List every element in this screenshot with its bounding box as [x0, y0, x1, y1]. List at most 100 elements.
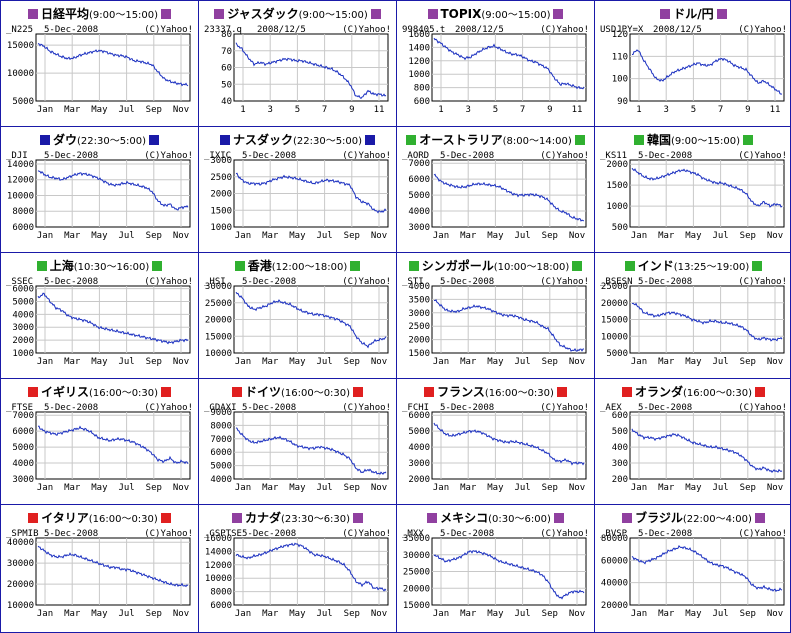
x-tick-label: Nov — [173, 231, 189, 241]
panel-title[interactable]: ドイツ(16:00～0:30) — [199, 384, 396, 400]
x-tick-label: Mar — [658, 357, 675, 367]
x-tick-label: Mar — [262, 609, 279, 619]
y-tick-label: 25000 — [403, 568, 430, 578]
x-tick-label: Jul — [118, 483, 134, 493]
x-tick-label: Jan — [433, 609, 449, 619]
y-tick-label: 40000 — [601, 579, 628, 589]
index-panel-gdaxi[interactable]: ドイツ(16:00～0:30) _GDAXI 5-Dec-2008 (C)Yahoo!… — [199, 379, 396, 505]
x-tick-label: Nov — [371, 609, 387, 619]
x-tick-label: Sep — [542, 231, 558, 241]
square-icon — [27, 387, 38, 397]
y-tick-label: 4000 — [210, 475, 232, 485]
x-tick-label: 1 — [240, 105, 245, 115]
index-name: 韓国 — [646, 133, 671, 147]
index-panel-aex[interactable]: オランダ(16:00～0:30) _AEX 5-Dec-2008 (C)Yahoo! 6… — [595, 379, 791, 505]
square-icon — [234, 261, 245, 271]
panel-title[interactable]: ダウ(22:30～5:00) — [1, 132, 198, 148]
index-panel-kospi[interactable]: 韓国(9:00～15:00) _KS11 5-Dec-2008 (C)Yahoo! 20… — [595, 127, 791, 253]
plot-frame — [431, 159, 587, 228]
index-panel-fchi[interactable]: フランス(16:00～0:30) _FCHI 5-Dec-2008 (C)Yahoo!… — [397, 379, 594, 505]
panel-title[interactable]: 上海(10:30～16:00) — [1, 258, 198, 274]
y-tick-label: 6000 — [12, 427, 34, 437]
index-panel-spmib[interactable]: イタリア(16:00～0:30) _SPMIB 5-Dec-2008 (C)Yahoo… — [1, 505, 198, 631]
x-tick-label: May — [487, 609, 504, 619]
index-panel-dow[interactable]: ダウ(22:30～5:00) _DJI 5-Dec-2008 (C)Yahoo! 140… — [1, 127, 198, 253]
panel-title[interactable]: メキシコ(0:30～6:00) — [397, 510, 594, 526]
index-panel-ftse[interactable]: イギリス(16:00～0:30) _FTSE 5-Dec-2008 (C)Yahoo!… — [1, 379, 198, 505]
y-tick-label: 16000 — [205, 534, 232, 544]
panel-title[interactable]: ブラジル(22:00～4:00) — [595, 510, 791, 526]
index-name: フランス — [437, 385, 485, 399]
panel-title[interactable]: オーストラリア(8:00～14:00) — [397, 132, 594, 148]
square-icon — [39, 135, 50, 145]
square-icon — [621, 387, 632, 397]
index-panel-sti[interactable]: シンガポール(10:00～18:00) _STI 5-Dec-2008 (C)Yaho… — [397, 253, 594, 379]
quote-date: 2008/12/5 — [455, 25, 504, 35]
panel-title[interactable]: イタリア(16:00～0:30) — [1, 510, 198, 526]
line-chart: _SPMIB 5-Dec-2008 (C)Yahoo! 40000 30000 20000… — [6, 529, 193, 619]
panel-title[interactable]: インド(13:25～19:00) — [595, 258, 791, 274]
index-panel-mxx[interactable]: メキシコ(0:30～6:00) _MXX 5-Dec-2008 (C)Yahoo! 35… — [397, 505, 594, 631]
index-panel-ssec[interactable]: 上海(10:30～16:00) _SSEC 5-Dec-2008 (C)Yahoo! 6… — [1, 253, 198, 379]
line-chart: _IXIC 5-Dec-2008 (C)Yahoo! 3000 2500 2000 1500… — [204, 151, 391, 241]
price-series-line — [37, 425, 189, 465]
index-panel-jasdaq[interactable]: ジャスダック(9:00～15:00) 23337.q 2008/12/5 (C)Yah… — [199, 1, 396, 127]
x-tick-label: May — [685, 609, 702, 619]
index-name: ナスダック — [232, 133, 293, 147]
quote-date: 5-Dec-2008 — [44, 151, 98, 161]
y-tick-label: 10000 — [7, 601, 34, 611]
panel-title[interactable]: オランダ(16:00～0:30) — [595, 384, 791, 400]
square-icon — [160, 513, 171, 523]
y-tick-label: 600 — [612, 411, 628, 421]
x-tick-label: May — [289, 231, 306, 241]
x-tick-label: Jan — [235, 231, 251, 241]
panel-title[interactable]: フランス(16:00～0:30) — [397, 384, 594, 400]
index-panel-hsi[interactable]: 香港(12:00～18:00) _HSI 5-Dec-2008 (C)Yahoo! 30… — [199, 253, 396, 379]
panel-title[interactable]: TOPIX(9:00～15:00) — [397, 6, 594, 22]
panel-title[interactable]: ドル/円 — [595, 6, 791, 22]
index-panel-gsptse[interactable]: カナダ(23:30～6:30) _GSPTSE 5-Dec-2008 (C)Yahoo… — [199, 505, 396, 631]
index-panel-aord[interactable]: オーストラリア(8:00～14:00) _AORD 5-Dec-2008 (C)Yah… — [397, 127, 594, 253]
quote-date: 5-Dec-2008 — [440, 529, 494, 539]
x-tick-label: Mar — [64, 231, 81, 241]
y-tick-label: 6000 — [210, 448, 232, 458]
price-series-line — [433, 549, 585, 600]
index-panel-usdjpy[interactable]: ドル/円 USDJPY=X 2008/12/5 (C)Yahoo! 120 110 100 9… — [595, 1, 791, 127]
line-chart: _MXX 5-Dec-2008 (C)Yahoo! 35000 30000 25000 20… — [402, 529, 589, 619]
quote-date: 5-Dec-2008 — [44, 529, 98, 539]
plot-frame — [35, 411, 191, 480]
line-chart: _KS11 5-Dec-2008 (C)Yahoo!200015001000500J… — [600, 151, 787, 241]
index-name: カナダ — [244, 511, 281, 525]
x-tick-label: May — [487, 483, 504, 493]
square-icon — [553, 513, 564, 523]
panel-title[interactable]: イギリス(16:00～0:30) — [1, 384, 198, 400]
panel-title[interactable]: カナダ(23:30～6:30) — [199, 510, 396, 526]
x-tick-label: Jan — [37, 609, 53, 619]
index-panel-bsesn[interactable]: インド(13:25～19:00) _BSESN 5-Dec-2008 (C)Yahoo… — [595, 253, 791, 379]
x-tick-label: Sep — [740, 231, 756, 241]
index-name: ドル/円 — [673, 7, 714, 21]
x-tick-label: Sep — [542, 609, 558, 619]
x-tick-label: Nov — [767, 231, 783, 241]
y-tick-label: 60 — [221, 64, 232, 74]
index-panel-bvsp[interactable]: ブラジル(22:00～4:00) _BVSP 5-Dec-2008 (C)Yahoo!… — [595, 505, 791, 631]
index-name: シンガポール — [421, 259, 494, 273]
x-tick-label: Nov — [173, 105, 189, 115]
panel-title[interactable]: 韓国(9:00～15:00) — [595, 132, 791, 148]
ticker-symbol: _HSI — [204, 277, 226, 287]
quote-date: 5-Dec-2008 — [44, 403, 98, 413]
panel-title[interactable]: 香港(12:00～18:00) — [199, 258, 396, 274]
panel-title[interactable]: シンガポール(10:00～18:00) — [397, 258, 594, 274]
ticker-symbol: _GSPTSE — [204, 529, 242, 539]
index-panel-nikkei[interactable]: 日経平均(9:00～15:00) _N225 5-Dec-2008 (C)Yahoo!… — [1, 1, 198, 127]
square-icon — [660, 9, 671, 19]
panel-title[interactable]: ナスダック(22:30～5:00) — [199, 132, 396, 148]
y-tick-label: 35000 — [403, 534, 430, 544]
trading-hours: (0:30～6:00) — [488, 514, 551, 525]
index-panel-nasdaq[interactable]: ナスダック(22:30～5:00) _IXIC 5-Dec-2008 (C)Yahoo… — [199, 127, 396, 253]
index-panel-topix[interactable]: TOPIX(9:00～15:00) 998405.t 2008/12/5 (C)Yah… — [397, 1, 594, 127]
panel-title[interactable]: ジャスダック(9:00～15:00) — [199, 6, 396, 22]
panel-title[interactable]: 日経平均(9:00～15:00) — [1, 6, 198, 22]
line-chart: _FTSE 5-Dec-2008 (C)Yahoo! 7000 6000 5000 4000… — [6, 403, 193, 493]
